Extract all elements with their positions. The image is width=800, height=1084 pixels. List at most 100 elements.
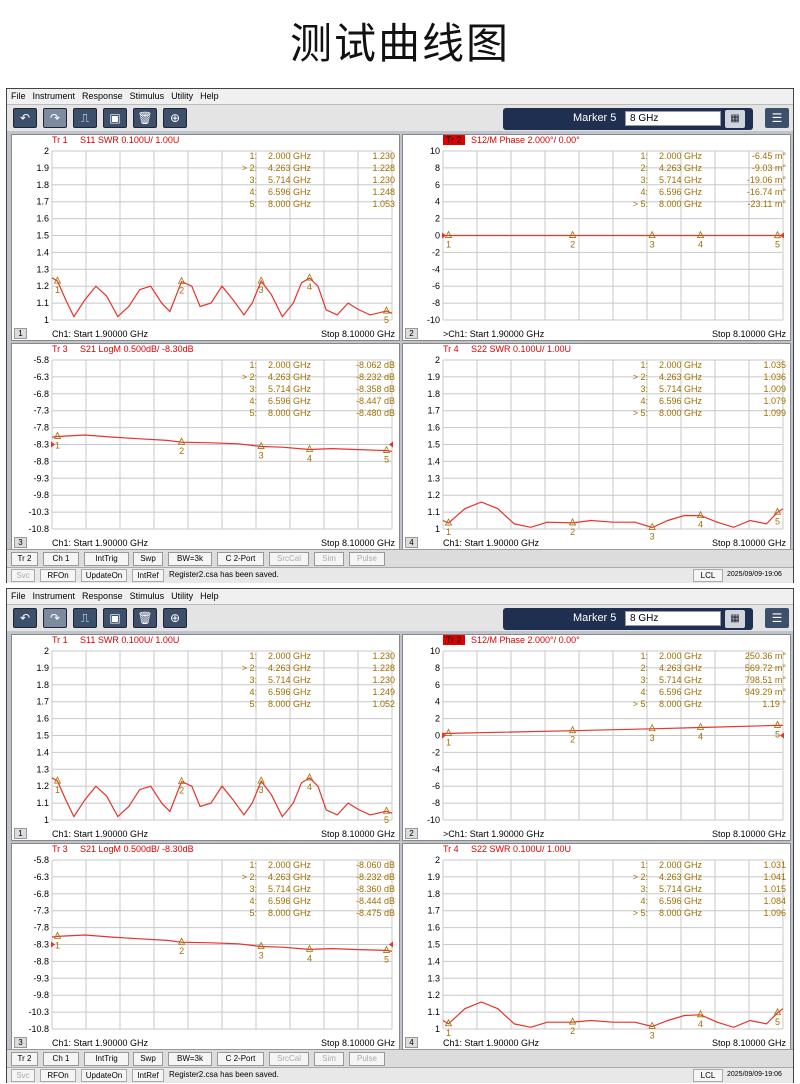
- save-button[interactable]: ▣: [103, 608, 127, 628]
- menu-item-stimulus[interactable]: Stimulus: [129, 91, 165, 101]
- trace-panel-1[interactable]: 2 1.9 1.8 1.7 1.6 1.5 1.4 1.3 1.2 1.1 1 1 1: 2.000 GH…: [11, 134, 400, 341]
- status-bar: Tr 2 Ch 1 IntTrig Swp BW=3k C 2-Port SrcCal Sim…: [7, 1049, 793, 1067]
- keypad-icon[interactable]: ▦: [725, 610, 745, 628]
- keypad-icon[interactable]: ▦: [725, 110, 745, 128]
- status-button[interactable]: SrcCal: [269, 1052, 309, 1066]
- marker-freq: 2.000 GHz: [659, 651, 703, 661]
- trace-tag[interactable]: Tr 4: [443, 344, 459, 354]
- bottom-button[interactable]: IntRef: [132, 1069, 164, 1082]
- status-button[interactable]: Swp: [133, 1052, 163, 1066]
- y-tick-label: 1.5: [427, 940, 440, 950]
- marker-value-input[interactable]: 8 GHz: [625, 611, 721, 626]
- delete-button[interactable]: 🗑: [133, 608, 157, 628]
- status-button[interactable]: Pulse: [349, 552, 385, 566]
- zoom-button[interactable]: ⊕: [163, 608, 187, 628]
- menu-item-stimulus[interactable]: Stimulus: [129, 591, 165, 601]
- status-button[interactable]: C 2-Port: [217, 552, 264, 566]
- lcl-button[interactable]: LCL: [693, 569, 723, 582]
- marker-triangle: [444, 1018, 453, 1027]
- marker-id: 1:: [640, 651, 648, 661]
- redo-button[interactable]: ↷: [43, 608, 67, 628]
- marker-freq: 2.000 GHz: [268, 151, 312, 161]
- marker-number: 2: [179, 946, 184, 956]
- bottom-button[interactable]: IntRef: [132, 569, 164, 582]
- trace-tag[interactable]: Tr 2: [443, 635, 465, 645]
- status-button[interactable]: Sim: [314, 1052, 344, 1066]
- status-button[interactable]: SrcCal: [269, 552, 309, 566]
- menu-item-utility[interactable]: Utility: [171, 591, 194, 601]
- bottom-button[interactable]: RFOn: [40, 1069, 76, 1082]
- marker-number: 3: [650, 531, 655, 541]
- status-button[interactable]: BW=3k: [168, 1052, 212, 1066]
- menu-item-instrument[interactable]: Instrument: [32, 91, 76, 101]
- marker-freq: 8.000 GHz: [268, 199, 312, 209]
- menu-item-file[interactable]: File: [11, 91, 26, 101]
- status-button[interactable]: Pulse: [349, 1052, 385, 1066]
- trace-description: S12/M Phase 2.000°/ 0.00°: [471, 135, 580, 145]
- y-tick-label: -5.8: [33, 355, 49, 365]
- trace-header: Tr 3 S21 LogM 0.500dB/ -8.30dB: [12, 344, 399, 357]
- trace-panel-3[interactable]: -5.8 -6.3 -6.8 -7.3 -7.8 -8.3 -8.8 -9.3 -9.8 -10.…: [11, 843, 400, 1050]
- redo-button[interactable]: ↷: [43, 108, 67, 128]
- marker-id: 2:: [640, 663, 648, 673]
- trace-plot: -5.8 -6.3 -6.8 -7.3 -7.8 -8.3 -8.8 -9.3 -9.8 -10.…: [28, 355, 395, 534]
- marker-triangle: [305, 444, 314, 452]
- undo-button[interactable]: ↶: [13, 608, 37, 628]
- marker-number: 3: [259, 285, 264, 295]
- status-button[interactable]: Ch 1: [43, 1052, 79, 1066]
- trace-tag[interactable]: Tr 3: [52, 344, 68, 354]
- marker-search-button[interactable]: ⎍: [73, 608, 97, 628]
- menu-item-instrument[interactable]: Instrument: [32, 591, 76, 601]
- bottom-button[interactable]: Svc: [11, 1069, 35, 1082]
- menu-item-file[interactable]: File: [11, 591, 26, 601]
- menu-icon[interactable]: ☰: [765, 608, 789, 628]
- y-tick-label: -5.8: [33, 855, 49, 865]
- marker-value: 1.036: [763, 372, 786, 382]
- trace-panel-2[interactable]: 10 8 6 4 2 0 -2 -4 -6 -8 -10 1 1: 2.000 GHz -6.45 m° 2 2…: [402, 134, 791, 341]
- trace-tag[interactable]: Tr 1: [52, 635, 68, 645]
- lcl-button[interactable]: LCL: [693, 1069, 723, 1082]
- trace-panel-3[interactable]: -5.8 -6.3 -6.8 -7.3 -7.8 -8.3 -8.8 -9.3 -9.8 -10.…: [11, 343, 400, 550]
- menu-item-response[interactable]: Response: [82, 91, 123, 101]
- y-tick-label: 1.9: [36, 163, 49, 173]
- trace-area: 2 1.9 1.8 1.7 1.6 1.5 1.4 1.3 1.2 1.1 1 1 1: 2.000 GH…: [7, 631, 793, 1050]
- bottom-button[interactable]: UpdateOn: [81, 1069, 127, 1082]
- status-button[interactable]: IntTrig: [84, 1052, 129, 1066]
- zoom-button[interactable]: ⊕: [163, 108, 187, 128]
- marker-id: 3:: [640, 384, 648, 394]
- save-button[interactable]: ▣: [103, 108, 127, 128]
- status-button[interactable]: Sim: [314, 552, 344, 566]
- status-button[interactable]: BW=3k: [168, 552, 212, 566]
- trace-panel-4[interactable]: 2 1.9 1.8 1.7 1.6 1.5 1.4 1.3 1.2 1.1 1 1 1: 2.000 GH…: [402, 343, 791, 550]
- bottom-button[interactable]: Svc: [11, 569, 35, 582]
- status-button[interactable]: Ch 1: [43, 552, 79, 566]
- status-button[interactable]: C 2-Port: [217, 1052, 264, 1066]
- status-button[interactable]: Swp: [133, 552, 163, 566]
- trace-tag[interactable]: Tr 4: [443, 844, 459, 854]
- trace-panel-1[interactable]: 2 1.9 1.8 1.7 1.6 1.5 1.4 1.3 1.2 1.1 1 1 1: 2.000 GH…: [11, 634, 400, 841]
- trace-panel-2[interactable]: 10 8 6 4 2 0 -2 -4 -6 -8 -10 1 1: 2.000 GHz 250.36 m° 2…: [402, 634, 791, 841]
- menu-item-response[interactable]: Response: [82, 591, 123, 601]
- delete-button[interactable]: 🗑: [133, 108, 157, 128]
- menu-item-help[interactable]: Help: [200, 91, 219, 101]
- status-button[interactable]: IntTrig: [84, 552, 129, 566]
- y-tick-label: 2: [435, 355, 440, 365]
- trace-tag[interactable]: Tr 3: [52, 844, 68, 854]
- menu-item-help[interactable]: Help: [200, 591, 219, 601]
- bottom-button[interactable]: RFOn: [40, 569, 76, 582]
- trace-panel-4[interactable]: 2 1.9 1.8 1.7 1.6 1.5 1.4 1.3 1.2 1.1 1 1 1: 2.000 GH…: [402, 843, 791, 1050]
- y-tick-label: 2: [44, 146, 49, 156]
- status-button[interactable]: Tr 2: [11, 1052, 38, 1066]
- status-button[interactable]: Tr 2: [11, 552, 38, 566]
- undo-button[interactable]: ↶: [13, 108, 37, 128]
- bottom-button[interactable]: UpdateOn: [81, 569, 127, 582]
- marker-triangle: [568, 230, 577, 238]
- trace-tag[interactable]: Tr 1: [52, 135, 68, 145]
- y-tick-label: 1.8: [427, 889, 440, 899]
- marker-value-input[interactable]: 8 GHz: [625, 111, 721, 126]
- y-tick-label: 1.2: [36, 781, 49, 791]
- menu-item-utility[interactable]: Utility: [171, 91, 194, 101]
- trace-tag[interactable]: Tr 2: [443, 135, 465, 145]
- marker-search-button[interactable]: ⎍: [73, 108, 97, 128]
- menu-icon[interactable]: ☰: [765, 108, 789, 128]
